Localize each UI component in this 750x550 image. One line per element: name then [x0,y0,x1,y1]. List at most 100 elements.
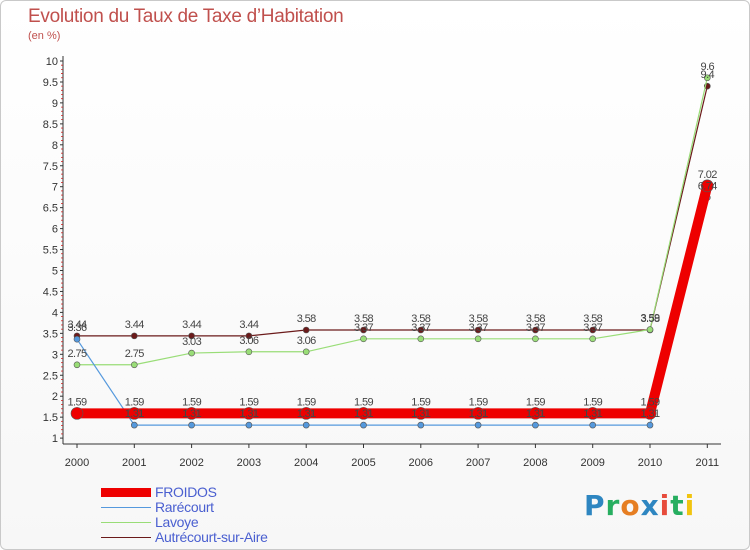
x-tick-label: 2001 [122,457,146,469]
data-label-autrecourt-sur-aire: 3.44 [239,319,258,331]
data-label-autrecourt-sur-aire: 3.58 [583,313,602,325]
data-point-autrecourt-sur-aire [245,332,253,340]
y-tick-label: 6.5 [43,203,58,215]
y-tick-label: 8.5 [43,119,58,131]
data-point-lavoye [417,335,425,343]
series-line-lavoye [76,77,708,366]
series-line-froidos [72,180,713,419]
data-point-lavoye [589,335,597,343]
data-point-froidos [357,407,370,420]
data-point-rarecourt [245,421,253,429]
data-point-rarecourt [302,421,310,429]
data-label-froidos: 1.59 [526,396,545,408]
data-point-froidos [586,407,600,420]
data-point-froidos [414,407,428,420]
x-tick-label: 2006 [409,457,433,469]
legend-label-rarecourt: Rarécourt [155,499,214,515]
y-tick-label: 8 [52,140,58,152]
data-label-froidos: 1.59 [640,396,659,408]
data-label-autrecourt-sur-aire: 3.58 [640,313,659,325]
data-point-froidos [242,407,256,420]
data-label-rarecourt: 1.31 [125,408,144,420]
y-tick-label: 4.5 [43,286,58,298]
data-point-lavoye [131,361,138,369]
y-tick-label: 5.5 [43,245,58,257]
y-tick-label: 1 [52,433,58,445]
y-tick-label: 7 [52,182,58,194]
data-label-froidos: 1.59 [125,396,144,408]
data-point-autrecourt-sur-aire [589,326,597,334]
legend-swatch-rarecourt [101,507,151,508]
data-label-autrecourt-sur-aire: 3.58 [354,313,373,325]
data-label-autrecourt-sur-aire: 3.58 [526,313,545,325]
data-point-lavoye [302,348,310,356]
logo-letter: x [640,489,660,522]
data-label-autrecourt-sur-aire: 3.58 [411,313,430,325]
data-label-rarecourt: 1.31 [182,408,201,420]
data-point-froidos [128,407,141,420]
data-point-lavoye [474,335,482,343]
logo-letter: o [620,489,641,522]
data-label-rarecourt: 1.31 [583,408,602,420]
data-point-lavoye [73,361,81,369]
y-tick-label: 1.5 [43,412,58,424]
data-label-lavoye: 2.75 [67,348,86,360]
data-point-rarecourt [474,421,482,429]
x-tick-label: 2008 [523,457,547,469]
legend-label-froidos: FROIDOS [155,484,217,500]
logo-letter: r [605,489,621,522]
data-label-froidos: 1.59 [411,396,430,408]
data-label-autrecourt-sur-aire: 3.44 [125,319,144,331]
data-point-rarecourt [73,335,81,343]
data-label-rarecourt: 1.31 [469,408,488,420]
y-tick-label: 5 [52,266,58,278]
logo-letter: i [684,489,696,522]
data-label-froidos: 1.59 [583,396,602,408]
data-point-lavoye [188,349,195,357]
data-point-autrecourt-sur-aire [474,326,482,334]
data-label-froidos: 1.59 [354,396,373,408]
data-label-autrecourt-sur-aire: 3.44 [67,319,86,331]
legend-swatch-autrecourt [101,537,151,538]
data-point-autrecourt-sur-aire [131,332,138,340]
x-tick-label: 2005 [351,457,375,469]
y-tick-label: 9 [52,98,58,110]
x-tick-label: 2011 [695,457,719,469]
data-label-froidos: 1.59 [67,396,86,408]
data-point-rarecourt [646,421,654,429]
data-label-lavoye: 3.59 [640,313,659,325]
series-line-rarecourt [76,196,708,426]
data-label-rarecourt: 1.31 [411,408,430,420]
data-point-froidos [643,407,657,420]
data-label-lavoye: 2.75 [125,348,144,360]
x-tick-label: 2002 [179,457,203,469]
data-point-froidos [185,407,198,420]
data-label-rarecourt: 3.36 [67,322,86,334]
y-tick-label: 3 [52,349,58,361]
chart-title: Evolution du Taux de Taxe d’Habitation [28,6,344,27]
y-tick-label: 7.5 [43,161,58,173]
data-label-lavoye: 3.37 [469,322,488,334]
data-point-froidos [529,407,542,420]
data-point-autrecourt-sur-aire [360,326,367,334]
data-point-rarecourt [131,421,138,429]
data-label-lavoye: 9.6 [701,61,715,73]
axes: 1 1.5 2 2.5 3 3.5 4 4.5 5 5.5 6 6.5 7 7.5 8 8.5 9 9.5 10 20… [43,56,721,469]
data-labels: 3.44 3.44 3.44 3.44 3.58 3.58 3.58 3.58 3.58 3.58… [67,61,717,420]
data-point-lavoye [532,335,539,343]
data-point-rarecourt [532,421,539,429]
proxiti-logo: Proxiti [584,489,695,522]
data-label-froidos: 1.59 [469,396,488,408]
y-tick-label: 6 [52,224,58,236]
data-label-autrecourt-sur-aire: 3.58 [297,313,316,325]
data-label-rarecourt: 1.31 [297,408,316,420]
y-tick-label: 2 [52,391,58,403]
x-tick-label: 2007 [466,457,490,469]
data-point-rarecourt [589,421,597,429]
data-point-lavoye [360,335,367,343]
data-label-autrecourt-sur-aire: 3.58 [469,313,488,325]
data-point-autrecourt-sur-aire [302,326,310,334]
x-tick-label: 2000 [65,457,89,469]
